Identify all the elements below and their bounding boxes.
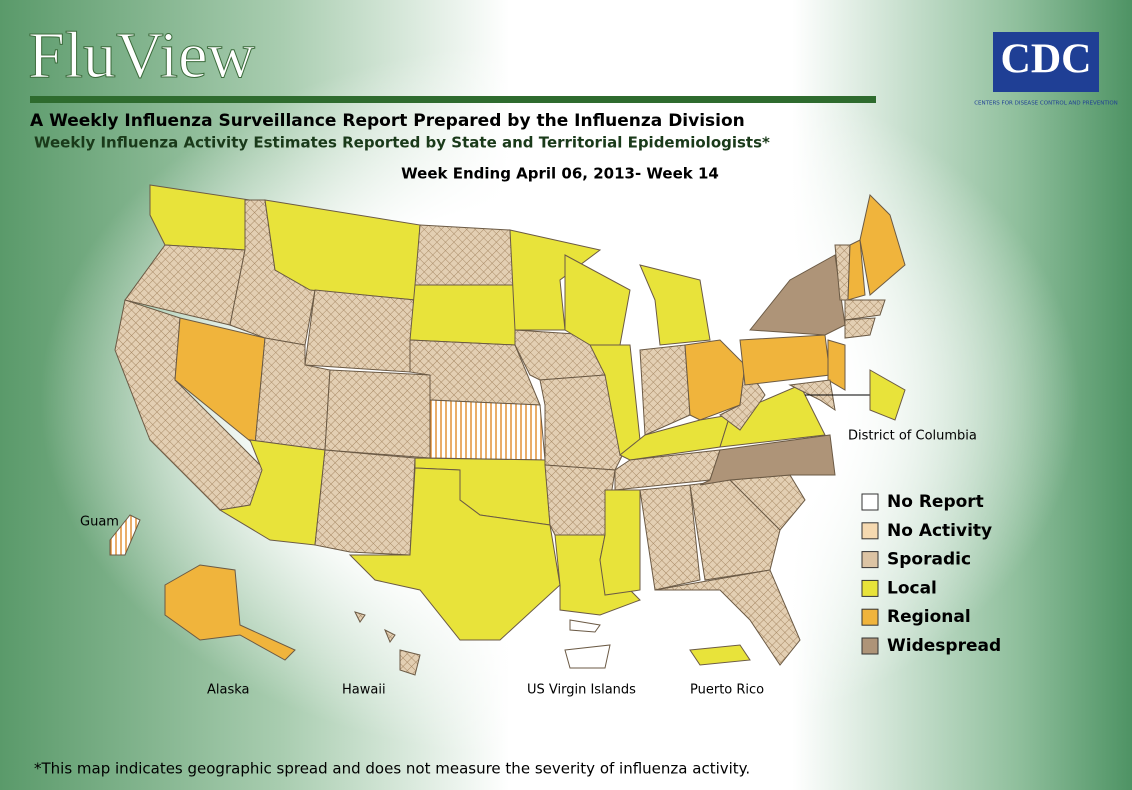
subtitle-2: Weekly Influenza Activity Estimates Repo… (34, 134, 770, 152)
logo-tagline: CENTERS FOR DISEASE CONTROL AND PREVENTI… (974, 101, 1118, 107)
legend-swatch (861, 608, 879, 626)
legend-label: No Report (887, 492, 984, 512)
legend-swatch (861, 637, 879, 655)
week: Week Ending April 06, 2013- Week 14 (401, 165, 719, 183)
title-rule (30, 96, 876, 103)
footnote: *This map indicates geographic spread an… (34, 760, 750, 778)
legend-label: Sporadic (887, 550, 971, 570)
legend: No Report No Activity Sporadic Local Regiona… (861, 492, 1001, 656)
title: FluView (28, 19, 255, 92)
legend-swatch (861, 579, 879, 597)
legend-swatch (861, 551, 879, 569)
map-label: Puerto Rico (690, 683, 764, 698)
map-label: Guam (80, 515, 119, 530)
legend-label: Regional (887, 607, 971, 627)
states (109, 184, 906, 676)
legend-label: Widespread (887, 636, 1001, 656)
map-label: US Virgin Islands (527, 683, 636, 698)
logo-name: CDC (1001, 37, 1092, 83)
map-label: Alaska (207, 683, 250, 698)
legend-swatch (861, 493, 879, 511)
legend-label: Local (887, 578, 937, 598)
subtitle: A Weekly Influenza Surveillance Report P… (30, 111, 745, 131)
map-label: Hawaii (342, 683, 386, 698)
map-label: District of Columbia (848, 429, 977, 444)
legend-swatch (861, 522, 879, 540)
legend-label: No Activity (887, 521, 992, 541)
logo-box (993, 32, 1099, 92)
